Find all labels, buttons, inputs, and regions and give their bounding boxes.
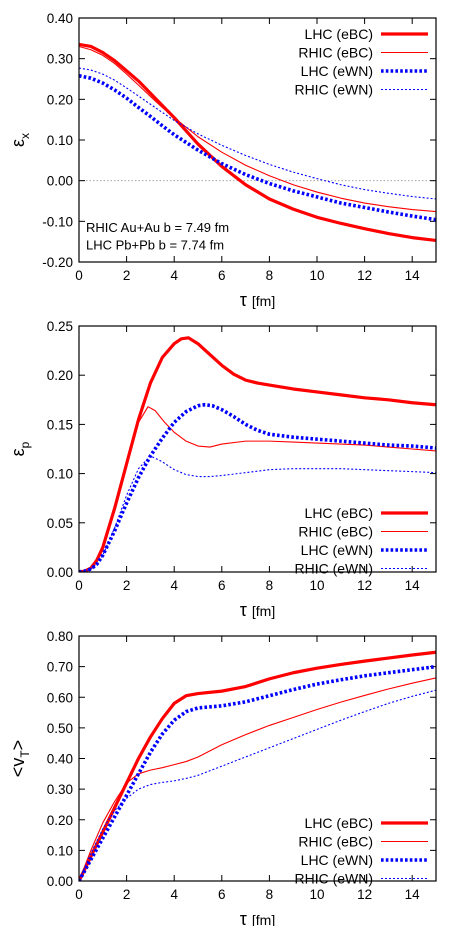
y-tick-label: 0.30	[47, 52, 73, 67]
x-axis-label: τ [fm]	[240, 290, 275, 310]
x-tick-label: 10	[309, 268, 324, 283]
y-tick-label: 0.25	[47, 319, 73, 334]
y-tick-label: 0.10	[47, 843, 73, 858]
x-tick-label: 8	[266, 268, 274, 283]
y-tick-label: 0.10	[47, 467, 73, 482]
plot-frame	[78, 17, 437, 263]
x-tick-label: 14	[405, 887, 421, 902]
legend-label: RHIC (eWN)	[294, 871, 373, 887]
y-tick-label: -0.20	[42, 255, 73, 270]
x-tick-label: 2	[123, 268, 131, 283]
legend-label: RHIC (eBC)	[298, 524, 373, 540]
series-line-rhic-ewn	[79, 689, 436, 881]
legend-label: RHIC (eWN)	[294, 561, 373, 577]
y-tick-label: 0.20	[47, 368, 73, 383]
annotation-text: LHC Pb+Pb b = 7.74 fm	[86, 238, 224, 253]
legend-label: LHC (eBC)	[305, 505, 373, 521]
x-tick-label: 4	[170, 578, 178, 593]
series-line-rhic-ebc	[79, 677, 436, 881]
x-tick-label: 8	[266, 887, 274, 902]
y-tick-label: 0.70	[47, 660, 73, 675]
x-tick-label: 6	[218, 887, 226, 902]
x-tick-label: 14	[405, 578, 421, 593]
x-axis-label: τ [fm]	[240, 600, 275, 620]
y-tick-label: 0.20	[47, 813, 73, 828]
series-line-rhic-ebc	[79, 406, 436, 572]
series-line-rhic-ebc	[79, 45, 436, 213]
y-tick-label: 0.80	[47, 629, 73, 644]
series-line-lhc-ewn	[79, 664, 436, 881]
legend-label: RHIC (eBC)	[298, 834, 373, 850]
series-line-lhc-ebc	[79, 336, 436, 572]
y-tick-label: 0.50	[47, 721, 73, 736]
series-line-lhc-ewn	[79, 402, 436, 572]
y-tick-label: 0.00	[47, 174, 73, 189]
x-tick-label: 4	[170, 887, 178, 902]
x-axis-label: τ [fm]	[240, 909, 275, 926]
legend-label: RHIC (eWN)	[294, 82, 373, 98]
x-tick-label: 6	[218, 578, 226, 593]
y-axis-label: εx	[8, 133, 32, 147]
y-tick-label: 0.60	[47, 690, 73, 705]
chart-panel-3: 0.00 0.10 0.20 0.30 0.40 0.50 0.60 0.70 0.80 0 2 4 6…	[8, 629, 437, 929]
series-line-rhic-ewn	[79, 67, 436, 200]
x-tick-label: 14	[405, 268, 421, 283]
y-tick-label: 0.00	[47, 874, 73, 889]
y-tick-label: 0.40	[47, 11, 73, 26]
x-tick-label: 4	[170, 268, 178, 283]
y-axis-label: <vT>	[8, 740, 32, 777]
legend-label: LHC (eBC)	[305, 815, 373, 831]
x-tick-label: 6	[218, 268, 226, 283]
x-tick-label: 2	[123, 578, 131, 593]
y-tick-label: 0.30	[47, 782, 73, 797]
x-tick-label: 0	[75, 887, 83, 902]
y-tick-label: 0.10	[47, 133, 73, 148]
y-tick-label: 0.00	[47, 565, 73, 580]
x-tick-label: 0	[75, 578, 83, 593]
series-line-lhc-ebc	[79, 650, 436, 881]
x-tick-label: 12	[357, 887, 372, 902]
y-tick-label: -0.10	[42, 214, 73, 229]
y-tick-label: 0.15	[47, 417, 73, 432]
legend-label: LHC (eWN)	[301, 852, 373, 868]
y-axis-label: εp	[8, 441, 32, 456]
legend-label: LHC (eWN)	[301, 542, 373, 558]
x-tick-label: 10	[309, 887, 324, 902]
legend-label: LHC (eBC)	[305, 26, 373, 42]
x-tick-label: 2	[123, 887, 131, 902]
legend-label: LHC (eWN)	[301, 63, 373, 79]
plot-frame	[78, 635, 437, 882]
x-tick-label: 12	[357, 578, 372, 593]
x-tick-label: 10	[309, 578, 324, 593]
x-tick-label: 12	[357, 268, 372, 283]
chart-panel-1: -0.20 -0.10 0.00 0.10 0.20 0.30 0.40 0 2 4 6 8 10 12 1…	[8, 11, 437, 310]
y-tick-label: 0.20	[47, 92, 73, 107]
annotation-text: RHIC Au+Au b = 7.49 fm	[86, 220, 229, 235]
y-tick-label: 0.40	[47, 752, 73, 767]
y-tick-label: 0.05	[47, 516, 73, 531]
series-line-rhic-ewn	[79, 455, 436, 572]
series-line-lhc-ewn	[79, 73, 436, 222]
x-tick-label: 0	[75, 268, 83, 283]
x-tick-label: 8	[266, 578, 274, 593]
legend-label: RHIC (eBC)	[298, 45, 373, 61]
plot-frame	[78, 325, 437, 573]
chart-panel-2: 0.00 0.05 0.10 0.15 0.20 0.25 0 2 4 6 8 10 12 14 LHC (…	[8, 319, 437, 620]
